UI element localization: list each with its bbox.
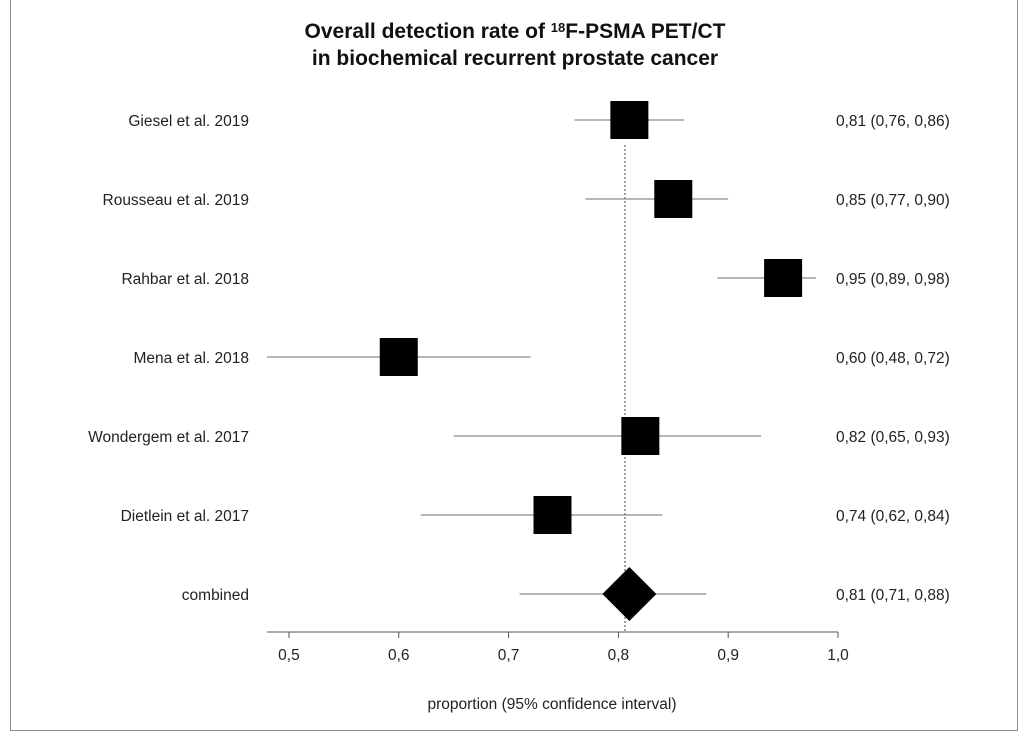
title-line-2: in biochemical recurrent prostate cancer xyxy=(311,47,719,70)
x-tick-label: 0,6 xyxy=(388,647,410,664)
study-label: Dietlein et al. 2017 xyxy=(121,508,249,525)
title-line-1-suffix: F-PSMA PET/CT xyxy=(565,20,726,43)
x-tick-label: 0,8 xyxy=(608,647,630,664)
ci-value-label: 0,81 (0,76, 0,86) xyxy=(836,113,950,130)
combined-diamond-marker xyxy=(602,567,657,621)
ci-value-label: 0,82 (0,65, 0,93) xyxy=(836,429,950,446)
x-tick-label: 0,5 xyxy=(278,647,300,664)
study-square-marker xyxy=(379,338,418,376)
chart-frame xyxy=(10,0,1018,731)
x-tick-label: 1,0 xyxy=(827,647,849,664)
chart-title: Overall detection rate of 18F-PSMA PET/C… xyxy=(0,18,1030,72)
x-tick-label: 0,7 xyxy=(498,647,520,664)
study-label: Rousseau et al. 2019 xyxy=(103,192,250,209)
ci-value-label: 0,81 (0,71, 0,88) xyxy=(836,587,950,604)
ci-value-label: 0,74 (0,62, 0,84) xyxy=(836,508,950,525)
ci-value-label: 0,60 (0,48, 0,72) xyxy=(836,350,950,367)
study-square-marker xyxy=(654,180,693,218)
title-superscript: 18 xyxy=(550,20,566,35)
study-label: Mena et al. 2018 xyxy=(134,350,249,367)
study-label: combined xyxy=(182,587,249,604)
study-label: Wondergem et al. 2017 xyxy=(88,429,249,446)
title-line-1: Overall detection rate of 18F-PSMA PET/C… xyxy=(0,18,1030,45)
ci-value-label: 0,95 (0,89, 0,98) xyxy=(836,271,950,288)
study-square-marker xyxy=(621,417,660,455)
study-label: Giesel et al. 2019 xyxy=(128,113,249,130)
x-tick-label: 0,9 xyxy=(717,647,739,664)
ci-value-label: 0,85 (0,77, 0,90) xyxy=(836,192,950,209)
x-axis-label: proportion (95% confidence interval) xyxy=(428,696,677,713)
study-label: Rahbar et al. 2018 xyxy=(121,271,249,288)
study-square-marker xyxy=(533,496,572,534)
study-square-marker xyxy=(610,101,649,139)
title-line-1-prefix: Overall detection rate of xyxy=(304,20,551,43)
study-square-marker xyxy=(764,259,803,297)
